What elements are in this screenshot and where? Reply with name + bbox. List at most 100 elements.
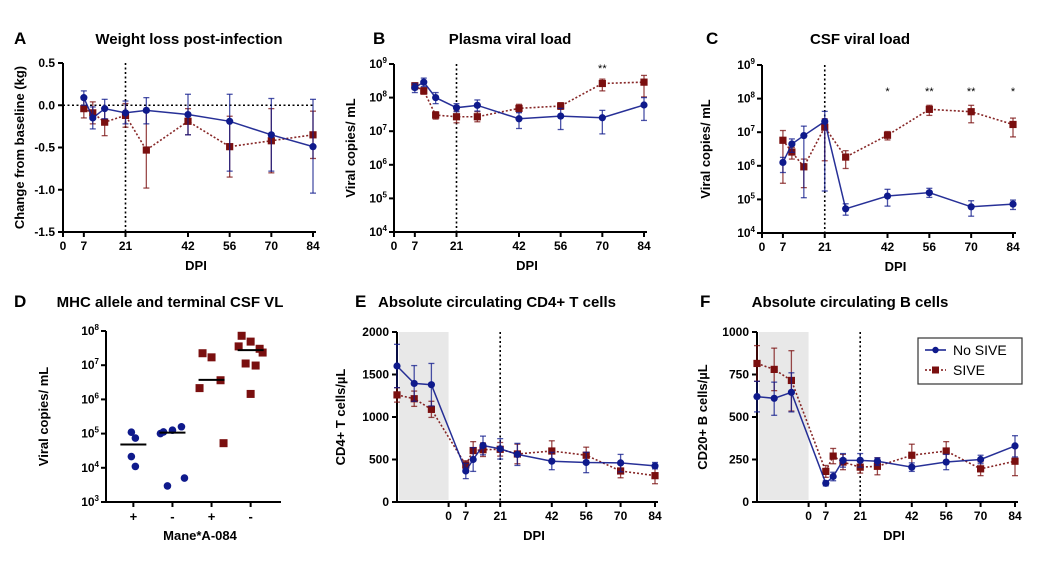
data-point	[779, 136, 787, 144]
data-point	[121, 109, 130, 117]
data-point	[184, 110, 192, 119]
x-tick-label: 70	[614, 509, 628, 523]
data-point	[908, 463, 916, 471]
panel-title: Plasma viral load	[449, 31, 572, 48]
panel-e: E Absolute circulating CD4+ T cells CD4+ T…	[333, 292, 662, 543]
data-point	[246, 389, 255, 398]
y-tick-label: 105	[81, 426, 99, 441]
data-point	[427, 405, 435, 413]
significance-marker: **	[967, 86, 976, 98]
legend-item-no-sive: No SIVE	[925, 342, 1007, 358]
y-tick-label: 105	[737, 191, 755, 206]
data-point	[640, 78, 648, 86]
x-tick-label: 84	[1006, 240, 1020, 254]
y-tick-label: 108	[737, 91, 755, 106]
x-tick-label: 84	[648, 509, 662, 523]
data-point	[883, 131, 892, 139]
y-tick-label: 1000	[362, 410, 389, 424]
data-point	[131, 462, 140, 471]
pre-infection-shaded-region	[759, 332, 809, 500]
x-tick-label: +	[130, 509, 138, 524]
x-tick-label: 21	[854, 509, 868, 523]
panel-letter: B	[373, 29, 385, 48]
series-sive	[80, 98, 317, 189]
y-axis-label: Viral copies/ mL	[698, 99, 713, 199]
series-line	[782, 108, 1014, 169]
data-point	[226, 117, 234, 125]
data-point	[883, 192, 892, 200]
data-point	[195, 384, 204, 393]
y-tick-label: 104	[737, 225, 755, 240]
data-point	[207, 353, 216, 362]
series-line	[414, 81, 645, 118]
x-tick-label: 56	[923, 240, 937, 254]
data-point	[241, 359, 250, 368]
x-tick-label: 21	[450, 239, 464, 253]
data-point	[839, 456, 847, 464]
significance-marker: **	[925, 86, 934, 98]
scatter-group	[234, 331, 267, 398]
y-tick-label: 103	[81, 494, 99, 509]
y-tick-label: 500	[369, 453, 389, 467]
y-tick-label: 106	[369, 157, 387, 172]
data-point	[617, 459, 625, 467]
y-tick-label: 109	[369, 56, 387, 71]
data-point	[127, 452, 136, 461]
data-point	[496, 445, 504, 453]
x-tick-label: 0	[759, 240, 766, 254]
panel-title: Absolute circulating B cells	[752, 294, 949, 311]
series-line	[396, 394, 656, 477]
data-point	[393, 362, 401, 370]
data-point	[942, 458, 950, 466]
data-point	[753, 359, 761, 368]
data-point	[651, 472, 659, 480]
data-point	[473, 101, 481, 109]
data-point	[1011, 442, 1019, 450]
data-point	[598, 79, 606, 88]
x-tick-label: 42	[881, 240, 895, 254]
x-tick-label: 84	[306, 239, 320, 253]
panel-title: Weight loss post-infection	[95, 31, 282, 48]
data-point	[873, 457, 882, 465]
y-axis-label: Viral copies/ mL	[36, 367, 51, 467]
x-tick-label: 7	[411, 239, 418, 253]
data-point	[942, 447, 950, 455]
x-tick-label: 56	[940, 509, 954, 523]
x-tick-label: 56	[554, 239, 568, 253]
y-tick-label: 0.0	[38, 98, 55, 112]
data-point	[548, 447, 556, 455]
data-point	[770, 365, 778, 373]
data-point	[393, 391, 401, 399]
data-point	[821, 117, 829, 126]
data-point	[452, 113, 461, 121]
x-tick-label: 0	[445, 509, 452, 523]
data-point	[411, 83, 419, 92]
data-point	[515, 104, 523, 112]
x-tick-label: 56	[223, 239, 237, 253]
data-point	[80, 94, 88, 102]
data-point	[800, 131, 808, 140]
data-point	[101, 105, 109, 113]
series-line	[414, 81, 645, 120]
y-tick-label: 104	[81, 460, 99, 475]
data-point	[640, 101, 648, 109]
x-tick-label: 42	[512, 239, 526, 253]
data-point	[1009, 200, 1017, 208]
y-tick-label: -1.0	[34, 183, 55, 197]
data-point	[842, 153, 850, 161]
panel-letter: F	[700, 292, 710, 311]
data-point	[177, 422, 186, 431]
panel-title: CSF viral load	[810, 31, 910, 48]
y-tick-label: 750	[729, 368, 749, 382]
data-point	[977, 455, 985, 464]
x-tick-label: 70	[964, 240, 978, 254]
panel-c: C CSF viral load Viral copies/ mL DPI 104 105…	[698, 29, 1020, 274]
y-tick-label: 107	[737, 124, 755, 139]
y-tick-label: 2000	[362, 325, 389, 339]
data-point	[219, 439, 228, 448]
data-point	[80, 105, 88, 113]
panel-letter: E	[355, 292, 366, 311]
data-point	[309, 143, 317, 151]
y-tick-label: 108	[81, 323, 99, 338]
